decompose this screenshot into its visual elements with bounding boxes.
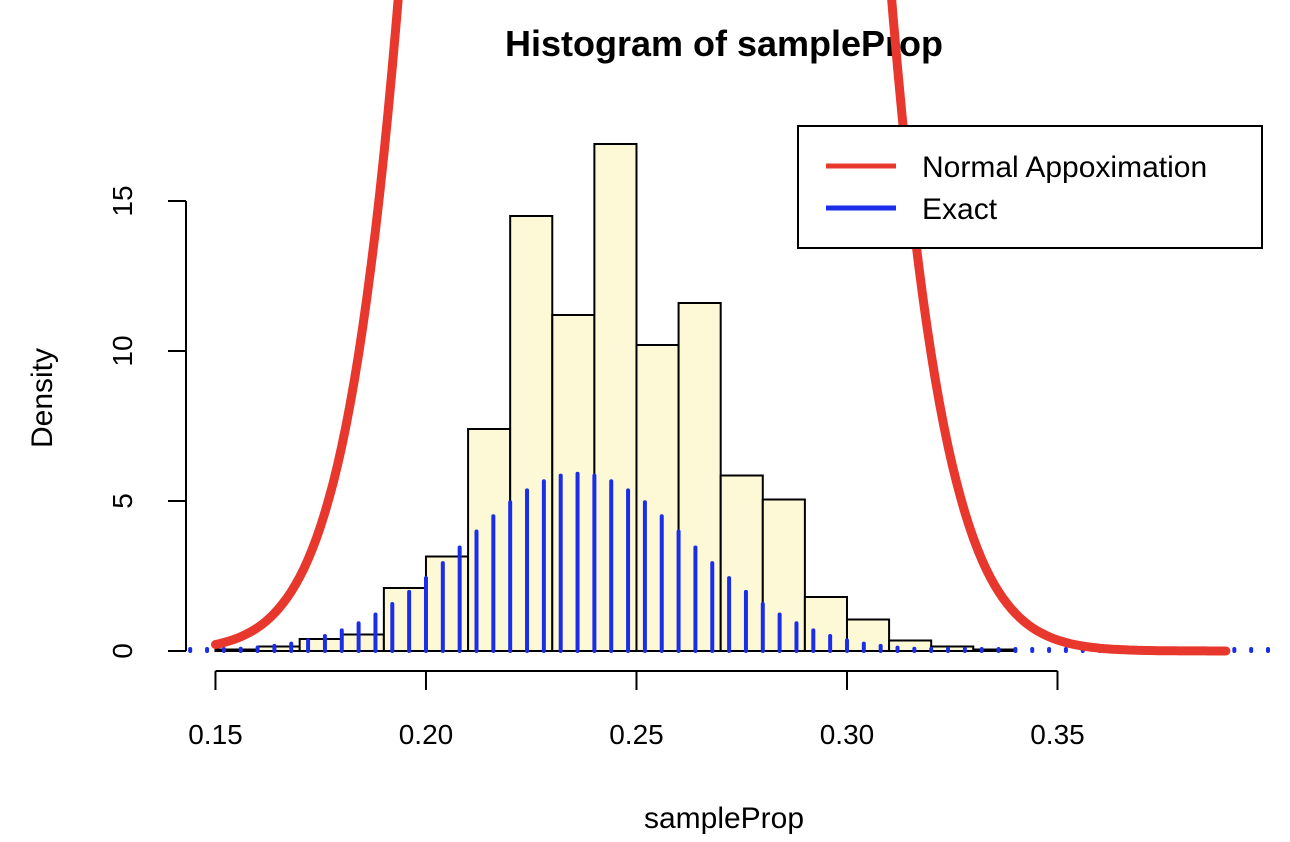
x-axis: 0.15 0.20 0.25 0.30 0.35 (188, 670, 1085, 750)
y-axis: 0 5 10 15 (107, 185, 187, 659)
legend-label-normal: Normal Appoximation (922, 151, 1207, 184)
histogram-bar (888, 639, 933, 652)
histogram-bar (256, 645, 301, 652)
histogram-bar (340, 633, 385, 652)
histogram-bar (509, 215, 554, 652)
x-tick-label: 0.35 (1030, 719, 1085, 750)
legend: Normal Appoximation Exact (797, 125, 1263, 249)
x-tick-label: 0.20 (399, 719, 454, 750)
chart-title: Histogram of sampleProp (505, 23, 943, 64)
histogram-bar (677, 302, 722, 652)
x-tick-label: 0.15 (188, 719, 243, 750)
y-axis-label: Density (26, 348, 59, 448)
histogram-bar (424, 555, 470, 652)
x-axis-label: sampleProp (644, 802, 804, 835)
histogram-bar (593, 143, 638, 652)
legend-box (797, 125, 1263, 249)
histogram-bar (382, 587, 427, 652)
histogram-bars (214, 143, 1017, 652)
normal-curve (211, 0, 1231, 656)
histogram-bar (845, 618, 891, 652)
histogram-bar (719, 474, 764, 652)
legend-label-exact: Exact (922, 193, 998, 226)
histogram-bar (635, 344, 680, 652)
histogram-bar (467, 428, 512, 652)
histogram-bar (930, 645, 975, 652)
y-tick-label: 15 (107, 185, 138, 216)
x-tick-label: 0.25 (609, 719, 664, 750)
histogram-bar (214, 648, 259, 652)
y-tick-label: 5 (107, 493, 138, 509)
y-tick-label: 10 (107, 335, 138, 366)
histogram-bar (803, 596, 848, 652)
histogram-bar (972, 648, 1017, 652)
histogram-bar (761, 498, 806, 652)
y-tick-label: 0 (107, 643, 138, 659)
x-tick-label: 0.30 (820, 719, 875, 750)
histogram-bar (298, 638, 343, 652)
histogram-bar (551, 314, 596, 652)
